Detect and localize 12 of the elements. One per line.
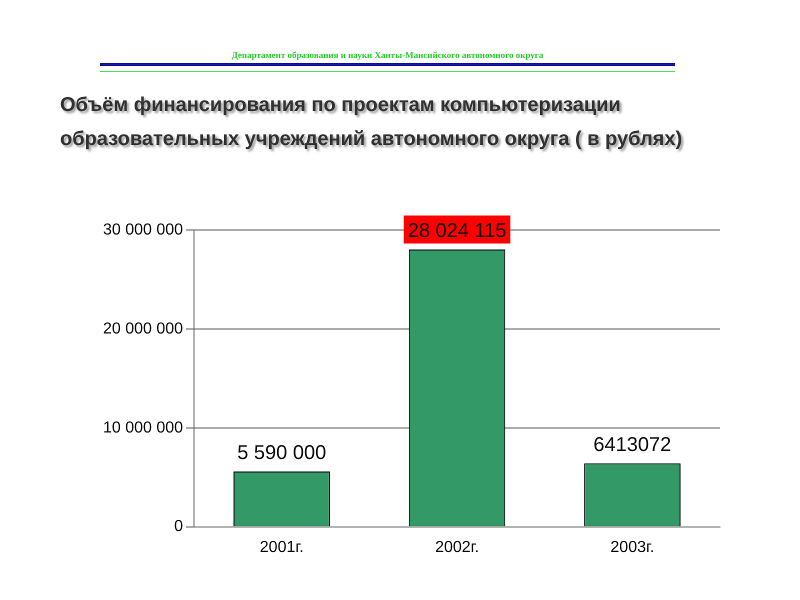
x-tick-label: 2003г.	[610, 538, 654, 556]
y-tick-label: 20 000 000	[103, 320, 184, 338]
y-tick-label: 30 000 000	[103, 221, 184, 238]
data-label: 5 590 000	[237, 442, 326, 464]
x-tick-label: 2001г.	[260, 538, 304, 556]
x-tick-label: 2002г.	[435, 538, 479, 556]
chart-title: Объём финансирования по проектам компьютеризации образовательных учреждений автономного округа ( в рублях)	[60, 93, 684, 152]
data-label: 28 024 115	[408, 220, 506, 242]
y-tick-label: 10 000 000	[103, 419, 184, 436]
data-label: 6413072	[593, 434, 672, 456]
y-tick-label: 0	[174, 518, 184, 536]
text: Департамент образования и науки Ханты-Мансийского автономного округа	[100, 50, 675, 66]
